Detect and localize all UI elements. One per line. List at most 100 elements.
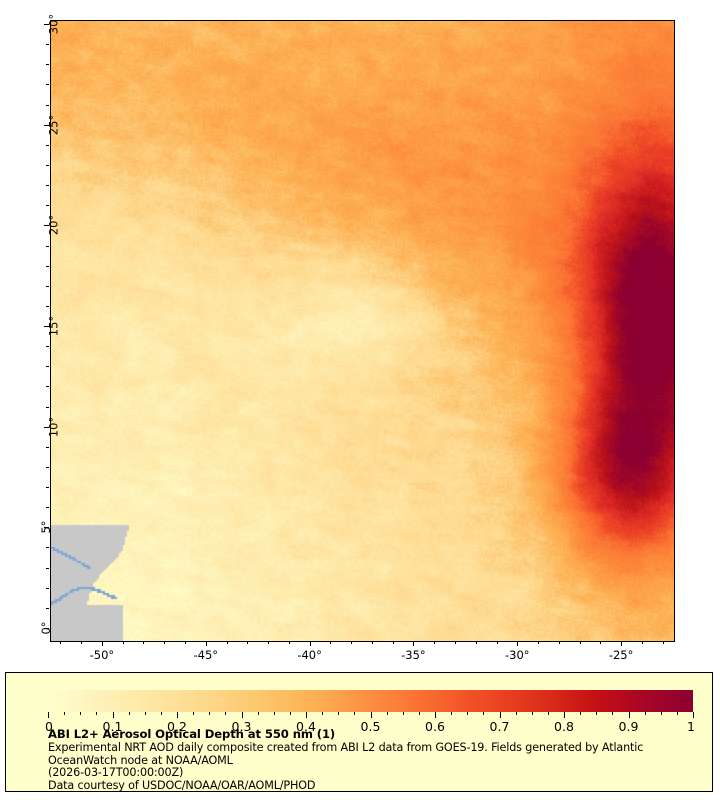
x-axis-minor-tick: [454, 641, 456, 644]
map-plot-area[interactable]: [50, 20, 675, 642]
y-axis-minor-tick: [46, 285, 49, 287]
y-axis-tick: [44, 24, 49, 25]
colorbar-minor-tick: [209, 712, 211, 715]
x-axis-tick: [101, 641, 103, 646]
colorbar-minor-tick: [660, 712, 662, 715]
colorbar-tick-label: 0.8: [554, 719, 574, 734]
x-axis-minor-tick: [371, 641, 373, 644]
y-axis-minor-tick: [46, 587, 49, 589]
x-axis-minor-tick: [538, 641, 539, 644]
colorbar-minor-tick: [580, 712, 582, 715]
aod-raster-canvas[interactable]: [51, 21, 674, 641]
y-axis-tick-label: 15°: [46, 315, 61, 337]
colorbar[interactable]: [48, 690, 693, 712]
colorbar-tick: [241, 712, 243, 718]
colorbar-tick-label: 0.2: [167, 719, 187, 734]
colorbar-minor-tick: [612, 712, 614, 715]
legend-caption-panel: 0 0.1 0.2 0.3 0.4 0.5 0.6 0.7 0.8 0.9 1 ABI L2+ Ae…: [5, 672, 713, 792]
x-axis-minor-tick: [600, 641, 602, 644]
x-axis-minor-tick: [60, 641, 62, 644]
y-axis-tick-label: 20°: [46, 215, 61, 236]
x-axis-minor-tick: [185, 641, 186, 644]
y-axis-minor-tick: [46, 406, 49, 408]
colorbar-minor-tick: [273, 712, 275, 715]
x-axis-tick-label: -30°: [505, 648, 530, 662]
y-axis-tick: [44, 426, 49, 428]
colorbar-minor-tick: [531, 712, 533, 715]
x-axis-minor-tick: [164, 641, 166, 644]
colorbar-minor-tick: [64, 712, 66, 715]
x-axis-minor-tick: [496, 641, 498, 644]
x-axis-tick: [621, 641, 623, 646]
colorbar-minor-tick: [96, 712, 98, 715]
colorbar-minor-tick: [386, 712, 388, 715]
colorbar-axis: 0 0.1 0.2 0.3 0.4 0.5 0.6 0.7 0.8 0.9 1: [45, 712, 695, 734]
x-axis-minor-tick: [143, 641, 145, 644]
colorbar-minor-tick: [676, 712, 678, 715]
x-axis-tick-label: -40°: [297, 648, 322, 662]
colorbar-minor-tick: [225, 712, 227, 715]
y-axis-tick-label: 0°: [39, 621, 54, 635]
x-axis-minor-tick: [226, 641, 228, 644]
colorbar-minor-tick: [193, 712, 195, 715]
x-axis-tick-label: -35°: [401, 648, 426, 662]
x-axis-tick: [205, 641, 207, 646]
colorbar-minor-tick: [467, 712, 469, 715]
x-axis-minor-tick: [558, 641, 560, 644]
x-axis-minor-tick: [81, 641, 83, 644]
y-axis-minor-tick: [46, 205, 49, 207]
colorbar-minor-tick: [354, 712, 356, 715]
colorbar-tick-label: 0.9: [618, 719, 639, 734]
y-axis-minor-tick: [46, 607, 49, 609]
x-axis-minor-tick: [392, 641, 394, 644]
y-axis-tick-label: 25°: [46, 114, 61, 135]
colorbar-tick: [499, 712, 501, 718]
colorbar-tick: [306, 712, 307, 718]
colorbar-minor-tick: [289, 712, 291, 715]
colorbar-tick-label: 0.6: [425, 719, 445, 734]
colorbar-minor-tick: [402, 712, 404, 715]
y-axis-minor-tick: [46, 164, 49, 166]
x-axis-minor-tick: [247, 641, 249, 644]
colorbar-tick: [628, 712, 630, 718]
y-axis-tick: [44, 225, 49, 227]
y-axis-tick: [44, 124, 49, 126]
x-axis-minor-tick: [122, 641, 124, 644]
colorbar-tick-label: 0.3: [231, 719, 252, 734]
colorbar-tick: [177, 712, 178, 718]
x-axis-minor-tick: [268, 641, 269, 644]
x-axis-tick: [309, 641, 311, 646]
x-axis-tick: [413, 641, 415, 646]
y-axis-tick: [44, 326, 49, 327]
colorbar-tick: [48, 712, 49, 718]
x-axis-tick-label: -50°: [89, 648, 115, 662]
colorbar-minor-tick: [80, 712, 82, 715]
x-axis-tick-label: -45°: [193, 648, 219, 662]
colorbar-minor-tick: [547, 712, 549, 715]
colorbar-tick: [435, 712, 436, 718]
x-axis-minor-tick: [641, 641, 643, 644]
colorbar-tick-label: 0.5: [360, 719, 381, 734]
colorbar-tick: [564, 712, 565, 718]
x-axis-minor-tick: [330, 641, 332, 644]
x-axis-minor-tick: [351, 641, 353, 644]
y-axis-tick-label: 10°: [46, 416, 61, 437]
y-axis-minor-tick: [46, 84, 49, 86]
colorbar-minor-tick: [483, 712, 485, 715]
caption-line-1: Experimental NRT AOD daily composite cre…: [48, 741, 644, 754]
map-figure: -50° -45° -40° -35° -30° -25° 0° 5° 10° 15° 20° 25…: [39, 13, 675, 662]
y-axis-minor-tick: [46, 507, 49, 509]
y-axis-tick-label: 5°: [39, 520, 54, 534]
colorbar-minor-tick: [144, 712, 146, 715]
y-axis-minor-tick: [46, 366, 49, 368]
colorbar-tick-label: 0.1: [102, 719, 123, 734]
colorbar-minor-tick: [322, 712, 324, 715]
y-axis-minor-tick: [46, 64, 49, 66]
y-axis-minor-tick: [46, 446, 49, 448]
y-axis-minor-tick: [46, 245, 49, 247]
caption-timestamp: (2026-03-17T00:00:00Z): [48, 766, 184, 780]
y-axis-minor-tick: [46, 185, 49, 187]
y-axis-tick: [44, 527, 49, 529]
colorbar-tick-label: 0: [45, 719, 53, 734]
y-axis-minor-tick: [46, 567, 49, 569]
